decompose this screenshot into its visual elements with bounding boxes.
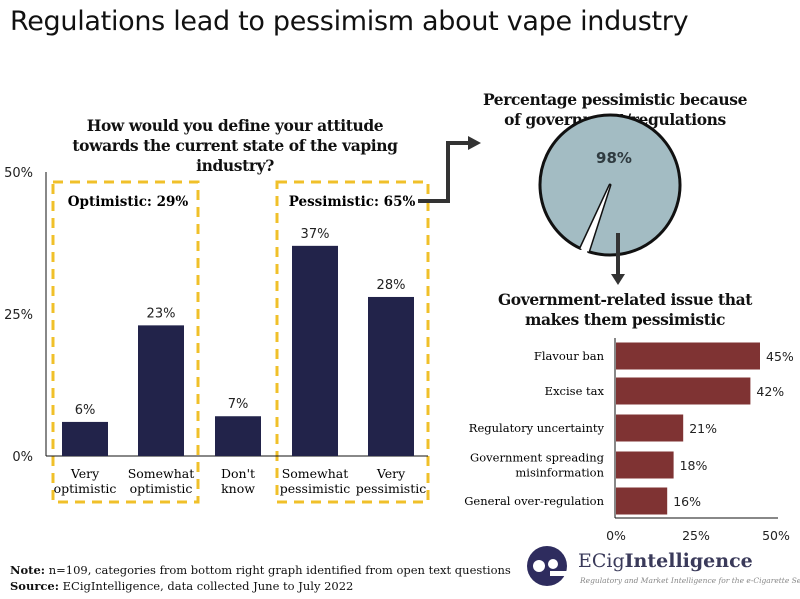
x-category-label: Somewhat — [128, 466, 195, 481]
y-category-label: Government spreading — [470, 451, 605, 465]
y-category-label: misinformation — [515, 466, 604, 480]
pie-slice-pessimistic-due-to-regulation — [538, 113, 682, 257]
hbar-general-over-regulation — [616, 487, 668, 515]
group-label-pessimistic: Pessimistic: 65% — [289, 194, 416, 210]
bar-data-label: 37% — [301, 227, 330, 242]
source-text: ECigIntelligence, data collected June to… — [62, 579, 354, 593]
logo-name-bold: Intelligence — [624, 550, 753, 572]
y-category-label: Regulatory uncertainty — [469, 421, 605, 435]
y-category-label: Excise tax — [545, 384, 605, 398]
hbar-government-spreading-misinformation — [616, 451, 674, 479]
right-chart-title: Government-related issue that makes them… — [497, 290, 753, 329]
hbar-flavour-ban — [616, 342, 760, 370]
hbar-data-label: 45% — [766, 349, 794, 364]
x-category-label: pessimistic — [356, 481, 427, 496]
left-y-tick-label: 50% — [4, 166, 33, 181]
x-category-label: Somewhat — [282, 466, 349, 481]
note-text: n=109, categories from bottom right grap… — [48, 563, 511, 577]
down-arrowhead-icon — [611, 274, 625, 285]
hbar-data-label: 21% — [689, 421, 717, 436]
connector-arrowhead-icon — [468, 136, 481, 150]
logo-name-light: ECig — [578, 550, 625, 572]
left-y-tick-label: 25% — [4, 308, 33, 323]
logo-icon — [526, 545, 568, 587]
bar-very-pessimistic — [368, 296, 414, 456]
right-x-tick-label: 25% — [682, 528, 710, 543]
note-label: Note: — [10, 563, 46, 577]
bar-data-label: 23% — [147, 306, 176, 321]
x-category-label: Very — [376, 466, 406, 481]
right-x-tick-label: 0% — [606, 528, 626, 543]
x-category-label: pessimistic — [280, 481, 351, 496]
page-title: Regulations lead to pessimism about vape… — [10, 6, 689, 37]
logo-wordmark: ECigIntelligence — [578, 550, 753, 572]
bar-very-optimistic — [62, 421, 108, 456]
hbar-data-label: 18% — [680, 458, 708, 473]
group-box-pessimistic — [275, 180, 430, 504]
source-label: Source: — [10, 579, 59, 593]
right-x-tick-label: 50% — [762, 528, 790, 543]
bar-somewhat-optimistic — [138, 325, 184, 456]
x-category-label: know — [221, 481, 255, 496]
source-line: Source: ECigIntelligence, data collected… — [10, 579, 353, 593]
y-category-label: Flavour ban — [534, 349, 605, 363]
bar-don-t-know — [215, 416, 261, 456]
left-chart-title: How would you define your attitude towar… — [72, 116, 398, 175]
x-category-label: optimistic — [130, 481, 193, 496]
pie-slice-other — [580, 185, 610, 252]
pie-data-label: 98% — [596, 149, 632, 167]
hbar-regulatory-uncertainty — [616, 414, 684, 442]
footnote: Note: n=109, categories from bottom righ… — [10, 563, 511, 577]
hbar-data-label: 16% — [673, 494, 701, 509]
hbar-excise-tax — [616, 377, 751, 405]
x-category-label: Very — [70, 466, 100, 481]
bar-data-label: 6% — [75, 403, 96, 418]
bar-data-label: 7% — [228, 397, 249, 412]
logo-tagline: Regulatory and Market Intelligence for t… — [580, 576, 800, 585]
group-box-optimistic — [51, 180, 200, 504]
y-category-label: General over-regulation — [464, 494, 604, 508]
group-label-optimistic: Optimistic: 29% — [68, 194, 189, 210]
x-category-label: optimistic — [54, 481, 117, 496]
connector-arrow-line — [418, 141, 470, 203]
x-category-label: Don't — [221, 466, 255, 481]
bar-somewhat-pessimistic — [292, 245, 338, 456]
left-y-tick-label: 0% — [12, 450, 33, 465]
hbar-data-label: 42% — [756, 384, 784, 399]
bar-data-label: 28% — [377, 278, 406, 293]
